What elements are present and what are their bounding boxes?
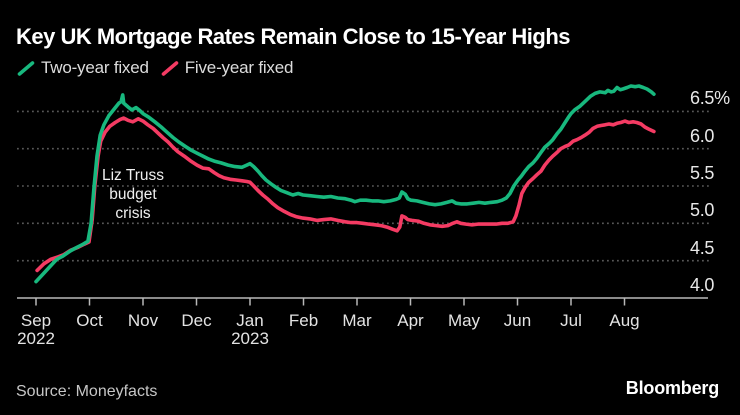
x-axis-label-month: May bbox=[447, 311, 481, 330]
y-axis-label: 4.0 bbox=[690, 275, 715, 295]
x-axis-label-month: Feb bbox=[288, 311, 319, 330]
legend: Two-year fixed Five-year fixed bbox=[17, 58, 293, 78]
x-axis-label-year: 2023 bbox=[231, 329, 269, 348]
source-credit: Source: Moneyfacts bbox=[16, 383, 158, 400]
x-axis-label-month: Oct bbox=[76, 311, 103, 330]
legend-item-five-year-fixed: Five-year fixed bbox=[161, 58, 293, 78]
annotation-line: Liz Truss bbox=[101, 167, 165, 184]
y-axis-label: 6.5% bbox=[690, 88, 730, 108]
y-axis-label: 4.5 bbox=[690, 238, 715, 258]
y-axis-label: 5.0 bbox=[690, 200, 715, 220]
two-year-line-swatch-icon bbox=[17, 60, 35, 76]
y-axis-label: 6.0 bbox=[690, 126, 715, 146]
x-axis-label-month: Jul bbox=[560, 311, 582, 330]
two-year-slash-icon bbox=[17, 60, 35, 76]
bloomberg-logo: Bloomberg bbox=[625, 378, 719, 398]
annotation-line: crisis bbox=[115, 205, 151, 222]
annotation-liz-truss: Liz Truss budget crisis bbox=[102, 166, 164, 223]
annotation-line: budget bbox=[109, 186, 157, 203]
x-axis-label-month: Aug bbox=[609, 311, 640, 330]
x-axis-label-month: Dec bbox=[181, 311, 212, 330]
x-axis-label-month: Mar bbox=[342, 311, 372, 330]
legend-label-two-year-fixed: Two-year fixed bbox=[41, 58, 149, 77]
x-axis-label-month: Jun bbox=[503, 311, 532, 330]
five-year-line-swatch-icon bbox=[161, 60, 179, 76]
x-axis-label-month: Sep bbox=[20, 311, 52, 330]
legend-label-five-year-fixed: Five-year fixed bbox=[184, 58, 294, 77]
series-line-five-year-fixed bbox=[35, 116, 656, 273]
y-axis-label: 5.5 bbox=[690, 163, 715, 183]
legend-item-two-year-fixed: Two-year fixed bbox=[17, 58, 149, 78]
x-axis-label-month: Apr bbox=[397, 311, 424, 330]
x-axis-label-month: Jan bbox=[236, 311, 264, 330]
x-axis-label-month: Nov bbox=[127, 311, 159, 330]
x-axis-label-year: 2022 bbox=[17, 329, 55, 348]
series-line-two-year-fixed bbox=[34, 84, 656, 284]
chart-title: Key UK Mortgage Rates Remain Close to 15… bbox=[16, 24, 571, 49]
five-year-slash-icon bbox=[161, 60, 179, 76]
